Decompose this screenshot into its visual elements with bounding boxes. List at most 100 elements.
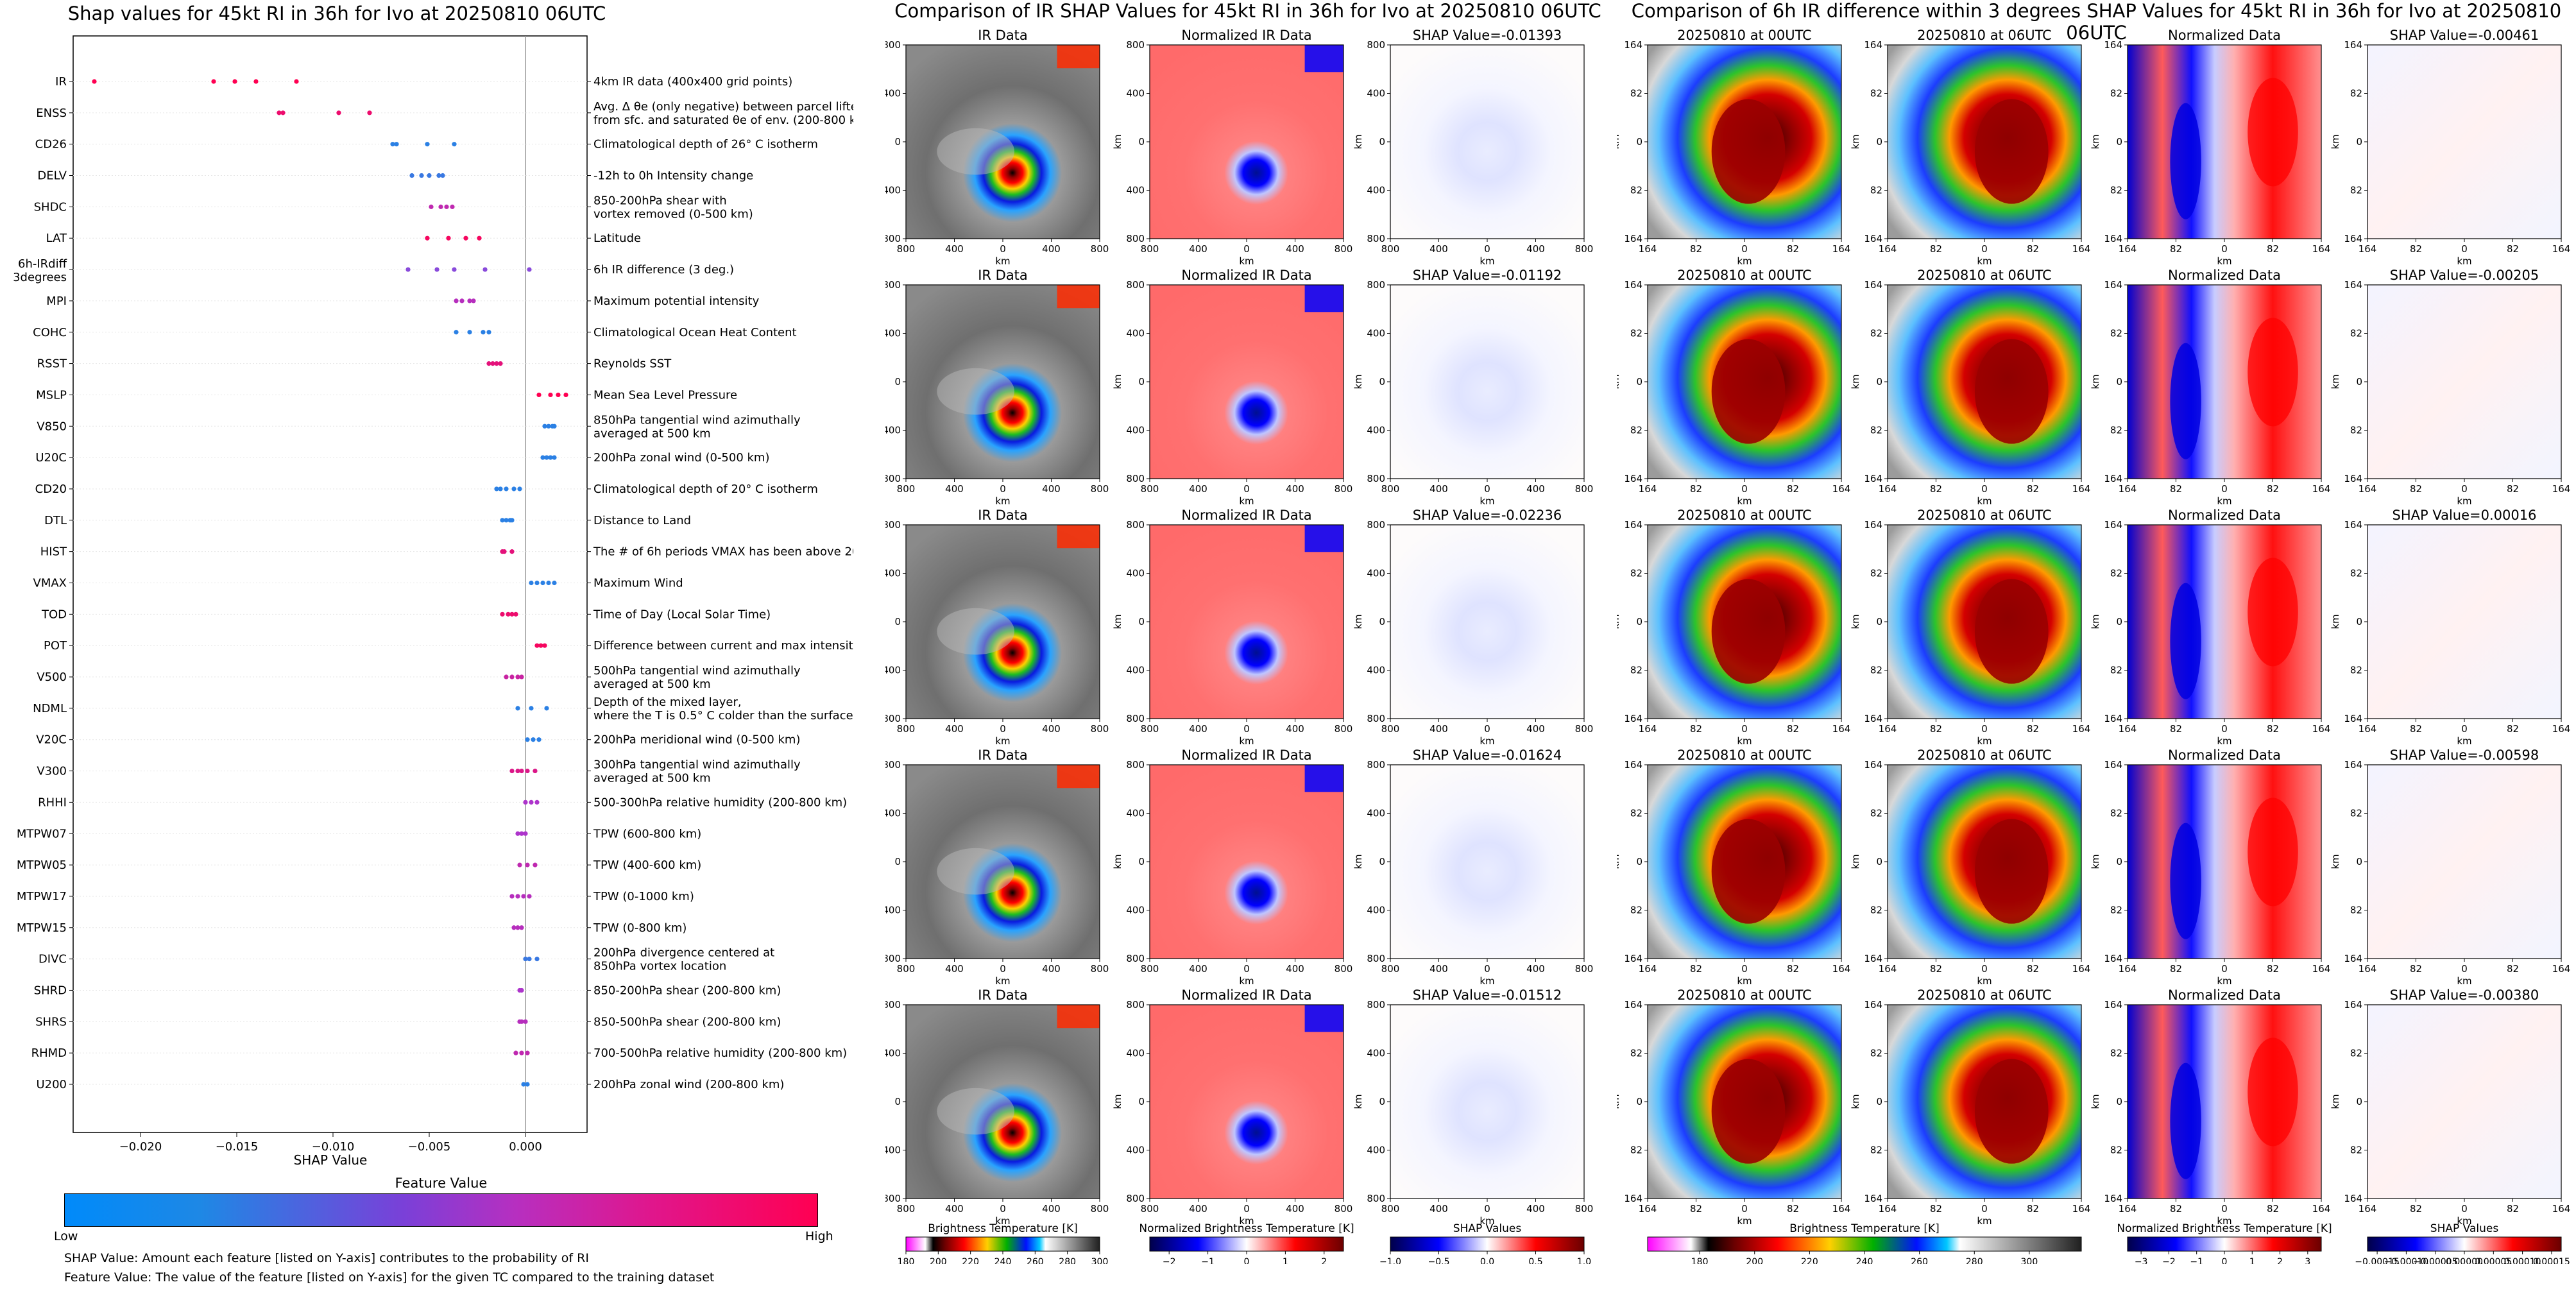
colorbar-bar xyxy=(1390,1236,1585,1252)
y-axis-label: km xyxy=(1617,854,1621,869)
y-tick-label: 400 xyxy=(885,425,901,436)
shap-point xyxy=(542,643,547,648)
y-tick-label: 800 xyxy=(1367,39,1385,51)
panel-title: SHAP Value=0.00016 xyxy=(2393,508,2537,523)
y-tick-label: 400 xyxy=(1126,185,1145,196)
y-tick-label: 400 xyxy=(1367,905,1385,916)
shap-point xyxy=(452,267,457,272)
shap-point xyxy=(521,1082,526,1087)
y-tick-label: 82 xyxy=(2110,568,2122,579)
ir-comparison-grid: IR Data80040004008008004000400800kmkmIR … xyxy=(885,28,1594,1264)
shap-point xyxy=(540,455,545,460)
y-tick-label: 82 xyxy=(2110,425,2122,436)
x-tick-label: 164 xyxy=(2312,1203,2331,1215)
panel-image xyxy=(1390,525,1584,719)
panel-title: Normalized IR Data xyxy=(1181,28,1311,43)
panel-feature xyxy=(1304,525,1343,552)
y-tick-label: 0 xyxy=(894,1096,901,1107)
shap-point xyxy=(511,925,516,930)
shap-point xyxy=(506,611,511,617)
x-tick-label: 800 xyxy=(897,1203,916,1215)
feature-description: TPW (0-800 km) xyxy=(593,921,687,935)
feature-description: Climatological depth of 26° C isotherm xyxy=(593,138,818,151)
feature-label: COHC xyxy=(33,326,67,339)
colorbar-tick-label: 3 xyxy=(2305,1257,2310,1264)
colorbar-label: Brightness Temperature [K] xyxy=(928,1222,1077,1235)
feature-label: V300 xyxy=(37,765,67,778)
y-tick-label: 0 xyxy=(2116,1096,2122,1107)
shap-point xyxy=(540,580,545,586)
feature-value-colorbar xyxy=(64,1193,818,1227)
x-tick-label: 164 xyxy=(2358,243,2377,255)
shap-point xyxy=(438,204,443,209)
panel-feature xyxy=(1057,1005,1100,1029)
x-tick-label: 800 xyxy=(1575,723,1594,735)
y-tick-label: 82 xyxy=(2350,1048,2362,1059)
x-tick-label: 0 xyxy=(1000,1203,1006,1215)
panel-feature xyxy=(2248,558,2298,667)
feature-label: IR xyxy=(55,75,67,89)
shap-point xyxy=(513,1050,518,1055)
colorbar-bar xyxy=(2127,1236,2322,1252)
shap-point xyxy=(552,455,557,460)
x-tick-label: 0 xyxy=(2461,963,2468,975)
x-tick-label: 82 xyxy=(1930,483,1942,495)
x-tick-label: 400 xyxy=(1189,1203,1207,1215)
panel-feature xyxy=(1711,1059,1786,1164)
y-tick-label: 82 xyxy=(1630,808,1642,819)
y-tick-label: 0 xyxy=(1876,856,1882,867)
panel-feature xyxy=(1974,99,2049,204)
shap-point xyxy=(467,298,472,303)
y-tick-label: 82 xyxy=(1630,88,1642,99)
x-tick-label: 82 xyxy=(1930,243,1942,255)
y-tick-label: 400 xyxy=(1126,328,1145,339)
x-tick-label: 400 xyxy=(1526,483,1545,495)
feature-description: Latitude xyxy=(593,232,641,245)
panel-feature xyxy=(1057,285,1100,309)
shap-point xyxy=(523,1019,528,1024)
y-tick-label: 82 xyxy=(2350,328,2362,339)
feature-description: 850-500hPa shear (200-800 km) xyxy=(593,1015,781,1029)
y-tick-label: 800 xyxy=(1367,233,1385,244)
shap-point xyxy=(519,1050,524,1055)
y-tick-label: 164 xyxy=(1624,233,1642,244)
shap-point xyxy=(546,580,551,586)
feature-description: Reynolds SST xyxy=(593,357,672,371)
y-axis-label: km xyxy=(2090,1094,2101,1109)
shap-point xyxy=(490,361,495,366)
shap-point xyxy=(498,361,503,366)
x-tick-label: 800 xyxy=(897,243,916,255)
x-axis-label: km xyxy=(1480,975,1494,987)
y-axis-label: km xyxy=(1850,1094,1861,1109)
x-tick-label: 800 xyxy=(1335,963,1353,975)
colorbar: Brightness Temperature [K] 180 200 220 240 26… xyxy=(1647,1222,2082,1264)
y-tick-label: 400 xyxy=(1126,568,1145,579)
y-tick-label: 400 xyxy=(1126,808,1145,819)
shap-point xyxy=(446,235,451,241)
feature-description: 4km IR data (400x400 grid points) xyxy=(593,75,792,89)
y-tick-label: 164 xyxy=(1864,39,1882,51)
panel-feature xyxy=(1057,525,1100,549)
feature-label: MTPW07 xyxy=(17,827,67,841)
ir-comparison-title: Comparison of IR SHAP Values for 45kt RI… xyxy=(894,0,1601,22)
x-tick-label: 164 xyxy=(2072,243,2091,255)
x-tick-label: 82 xyxy=(2267,963,2279,975)
panel-title: Normalized IR Data xyxy=(1181,268,1311,283)
x-tick-label: 400 xyxy=(1286,963,1304,975)
colorbar-label: Normalized Brightness Temperature [K] xyxy=(1139,1222,1354,1235)
x-axis-label: km xyxy=(1737,1215,1752,1227)
y-axis-label: km xyxy=(1352,134,1364,149)
x-tick-label: 82 xyxy=(1690,243,1702,255)
feature-description: averaged at 500 km xyxy=(593,678,711,691)
y-tick-label: 800 xyxy=(1367,953,1385,964)
y-tick-label: 82 xyxy=(2350,808,2362,819)
x-tick-label: 164 xyxy=(2119,723,2137,735)
x-tick-label: 0 xyxy=(2461,723,2468,735)
y-tick-label: 0 xyxy=(1138,616,1145,627)
y-tick-label: 0 xyxy=(2356,1096,2362,1107)
